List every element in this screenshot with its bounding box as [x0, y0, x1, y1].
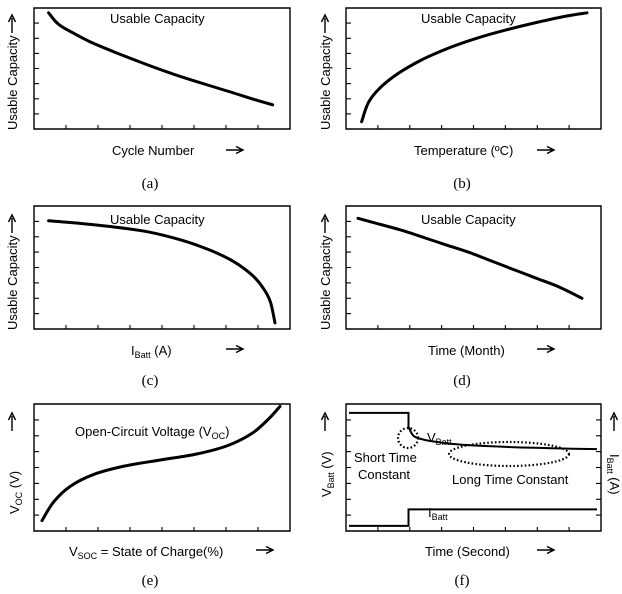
panel-c-xlabel: IBatt (A)	[131, 343, 172, 360]
panel-d: Usable Capacity Usable Capacity Time (Mo…	[318, 205, 602, 389]
panel-f-xlabel: Time (Second)	[425, 544, 510, 559]
panel-e: Open-Circuit Voltage (VOC) VOC (V) VSOC …	[7, 403, 291, 589]
panel-c-xlabel-suffix: (A)	[151, 343, 172, 358]
panel-f-ylabel-left: VBatt (V)	[319, 451, 336, 497]
panel-d-caption: (d)	[453, 373, 471, 389]
panel-f-short-time-circle	[396, 426, 420, 450]
panel-f-yarrow-right	[609, 411, 619, 431]
panel-e-ylabel-suffix: (V)	[7, 471, 22, 492]
panel-d-title: Usable Capacity	[421, 212, 516, 227]
panel-f-vbatt-label: VBatt	[427, 430, 452, 447]
panel-e-title-main: Open-Circuit Voltage (V	[75, 424, 212, 439]
panel-e-ylabel-main: V	[7, 505, 22, 514]
panel-a-curve	[47, 11, 275, 107]
panel-b-caption: (b)	[453, 176, 471, 192]
panel-e-xarrow	[256, 545, 275, 555]
panel-d-xarrow	[537, 344, 556, 354]
panel-c-ylabel: Usable Capacity	[5, 235, 20, 330]
panel-f-ylabel-right: IBatt (A)	[605, 454, 622, 495]
panel-d-axes	[345, 205, 602, 330]
panel-f-caption: (f)	[455, 573, 470, 589]
panel-d-ylabel: Usable Capacity	[318, 235, 333, 330]
panel-c-ticks	[34, 220, 259, 329]
panel-b-axes	[345, 7, 602, 130]
panel-f-ibatt-label: IBatt	[428, 505, 448, 522]
panel-d-ticks	[346, 220, 570, 329]
panel-e-ticks	[34, 419, 259, 531]
panel-f-short-time-label-2: Constant	[358, 467, 410, 482]
panel-e-ylabel-sub: OC	[14, 491, 24, 505]
panel-a-caption: (a)	[142, 176, 159, 192]
panel-e-curve	[40, 404, 282, 523]
panel-f-vbatt-label-main: V	[427, 430, 436, 445]
panel-b-title: Usable Capacity	[421, 11, 516, 26]
panel-f-ylabel-right-sub: Batt	[605, 458, 615, 475]
panel-f-ibatt-curve	[349, 508, 597, 527]
panel-c-caption: (c)	[142, 373, 159, 389]
panel-d-yarrow	[320, 213, 330, 233]
panel-a: Usable Capacity Usable Capacity Cycle Nu…	[5, 7, 291, 192]
panel-f-ylabel-right-main: I	[607, 454, 622, 458]
panel-e-xlabel: VSOC = State of Charge(%)	[69, 544, 223, 561]
panel-e-xlabel-suffix: = State of Charge(%)	[97, 544, 223, 559]
panel-c-yarrow	[7, 213, 17, 233]
panel-f-ylabel-left-suffix: (V)	[319, 451, 334, 472]
panel-b-yarrow	[320, 13, 330, 33]
panel-e-caption: (e)	[142, 573, 159, 589]
panel-f-yarrow-left	[320, 411, 330, 431]
panel-a-yarrow	[7, 13, 17, 33]
panel-b-ylabel: Usable Capacity	[318, 35, 333, 130]
panel-c: Usable Capacity Usable Capacity IBatt (A…	[5, 205, 291, 389]
panel-c-xlabel-main: I	[131, 343, 135, 358]
panel-e-title-suffix: )	[225, 424, 229, 439]
panel-c-axes	[33, 205, 291, 330]
panel-f-ibatt-label-main: I	[428, 505, 432, 520]
panel-e-xlabel-sub: SOC	[78, 551, 98, 561]
panel-f-axes	[345, 403, 602, 532]
panel-d-curve	[356, 216, 584, 300]
panel-a-ylabel: Usable Capacity	[5, 35, 20, 130]
panel-e-yarrow	[7, 411, 17, 431]
panel-f-long-time-ellipse	[447, 440, 571, 468]
panel-a-title: Usable Capacity	[110, 11, 205, 26]
panel-a-xarrow	[226, 145, 245, 155]
panel-c-title: Usable Capacity	[110, 212, 205, 227]
panel-b-curve	[360, 11, 589, 124]
panel-f-ylabel-left-sub: Batt	[326, 472, 336, 489]
panel-b-xarrow	[537, 145, 556, 155]
panel-e-ylabel: VOC (V)	[7, 471, 24, 514]
panel-c-xlabel-sub: Batt	[135, 350, 152, 360]
panel-f-ylabel-left-main: V	[319, 488, 334, 497]
panel-e-axes	[33, 403, 291, 532]
panel-b: Usable Capacity Usable Capacity Temperat…	[318, 7, 602, 192]
panel-e-xlabel-main: V	[69, 544, 78, 559]
panel-a-ticks	[34, 22, 259, 129]
panel-f: VBatt (V) IBatt (A) Time (Second) VBatt …	[319, 403, 622, 589]
panel-c-xarrow	[226, 344, 245, 354]
panel-f-vbatt-label-sub: Batt	[436, 437, 453, 447]
panel-e-title: Open-Circuit Voltage (VOC)	[75, 424, 229, 441]
panel-f-long-time-label: Long Time Constant	[452, 472, 569, 487]
panel-f-ibatt-label-sub: Batt	[432, 512, 449, 522]
panel-c-curve	[47, 219, 277, 325]
panel-a-xlabel: Cycle Number	[112, 143, 195, 158]
panel-b-ticks	[346, 22, 570, 129]
panel-e-title-sub: OC	[212, 431, 226, 441]
panel-f-ylabel-right-suffix: (A)	[607, 474, 622, 495]
panel-a-axes	[33, 7, 291, 130]
panel-f-short-time-label-1: Short Time	[354, 450, 417, 465]
panel-f-ticks	[346, 419, 601, 531]
panel-d-xlabel: Time (Month)	[428, 343, 505, 358]
panel-b-xlabel: Temperature (ºC)	[414, 143, 513, 158]
panel-f-xarrow	[537, 545, 556, 555]
